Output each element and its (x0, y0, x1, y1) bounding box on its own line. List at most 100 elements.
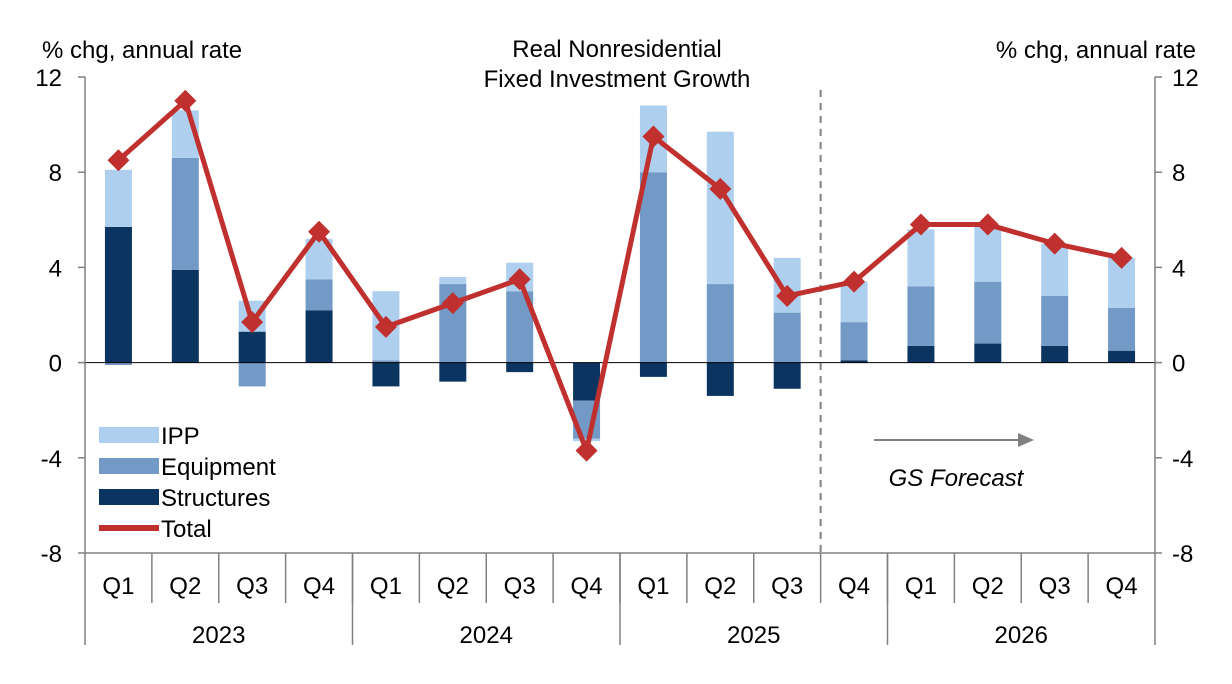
right-tick-label: 0 (1172, 351, 1185, 378)
bar-structures-15 (1108, 350, 1136, 363)
total-line-layer (107, 89, 1133, 462)
axes-layer: -8 -8 -4 -4 0 0 4 4 8 8 12 12 Q1 Q2 Q3 Q4 Q1 Q2 Q3 Q4 Q1 Q2 Q3… (35, 65, 1198, 649)
year-label: 2026 (995, 622, 1048, 649)
forecast-arrow (874, 433, 1034, 447)
category-label: Q1 (102, 573, 134, 600)
chart-title-line-2: Fixed Investment Growth (484, 66, 751, 93)
total-marker-7 (575, 439, 598, 462)
category-label: Q3 (1039, 573, 1071, 600)
category-label: Q2 (704, 573, 736, 600)
bar-structures-8 (639, 362, 667, 377)
bar-structures-10 (773, 362, 801, 389)
category-label: Q3 (236, 573, 268, 600)
legend-swatch-equipment (99, 458, 159, 474)
bar-structures-2 (238, 331, 266, 363)
legend: IPP Equipment Structures Total (99, 423, 276, 543)
total-marker-3 (308, 220, 331, 243)
total-marker-15 (1110, 246, 1133, 269)
year-label: 2023 (192, 622, 245, 649)
total-marker-11 (843, 270, 866, 293)
total-marker-6 (508, 268, 531, 291)
right-axis-label: % chg, annual rate (996, 37, 1196, 64)
legend-label-ipp: IPP (161, 423, 200, 450)
bar-equipment-8 (639, 172, 667, 363)
legend-swatch-total (99, 525, 159, 531)
total-marker-10 (776, 284, 799, 307)
bar-structures-14 (1041, 345, 1069, 363)
forecast-annotation: GS Forecast (889, 465, 1025, 492)
total-marker-5 (441, 292, 464, 315)
bar-equipment-14 (1041, 295, 1069, 346)
right-tick-label: -8 (1172, 541, 1193, 568)
category-label: Q4 (303, 573, 335, 600)
bar-equipment-10 (773, 312, 801, 363)
category-label: Q3 (504, 573, 536, 600)
year-label: 2025 (727, 622, 780, 649)
bar-ipp-0 (104, 169, 132, 227)
left-tick-label: -4 (41, 446, 62, 473)
category-label: Q1 (637, 573, 669, 600)
bar-equipment-1 (171, 157, 199, 270)
total-marker-12 (909, 213, 932, 236)
left-tick-label: -8 (41, 541, 62, 568)
category-label: Q1 (905, 573, 937, 600)
bar-structures-9 (706, 362, 734, 396)
left-tick-label: 4 (49, 255, 62, 282)
left-tick-label: 0 (49, 351, 62, 378)
legend-label-equipment: Equipment (161, 454, 276, 481)
bar-equipment-2 (238, 362, 266, 387)
total-marker-4 (374, 315, 397, 338)
bars-layer (104, 105, 1136, 442)
category-label: Q2 (972, 573, 1004, 600)
bar-equipment-3 (305, 279, 333, 311)
category-label: Q4 (838, 573, 870, 600)
bar-equipment-0 (104, 362, 132, 365)
total-marker-1 (174, 89, 197, 112)
right-tick-label: 4 (1172, 255, 1185, 282)
left-axis-label: % chg, annual rate (42, 37, 242, 64)
total-line (116, 98, 1123, 454)
total-marker-2 (241, 311, 264, 334)
right-tick-label: 8 (1172, 160, 1185, 187)
bar-ipp-13 (974, 226, 1002, 282)
bar-structures-4 (372, 362, 400, 387)
bar-structures-1 (171, 269, 199, 363)
category-label: Q2 (169, 573, 201, 600)
bar-ipp-12 (907, 229, 935, 287)
total-marker-14 (1043, 232, 1066, 255)
left-tick-label: 8 (49, 160, 62, 187)
bar-equipment-11 (840, 322, 868, 361)
category-label: Q3 (771, 573, 803, 600)
left-tick-label: 12 (35, 65, 62, 92)
bar-structures-11 (840, 360, 868, 363)
bar-structures-12 (907, 345, 935, 363)
bar-equipment-13 (974, 281, 1002, 344)
chart-title-line-1: Real Nonresidential (512, 36, 721, 63)
bar-structures-5 (439, 362, 467, 382)
legend-swatch-ipp (99, 427, 159, 443)
bar-ipp-5 (439, 276, 467, 285)
right-tick-label: -4 (1172, 446, 1193, 473)
total-marker-0 (107, 149, 130, 172)
year-label: 2024 (460, 622, 513, 649)
total-marker-13 (976, 213, 999, 236)
bar-structures-6 (506, 362, 534, 373)
right-tick-label: 12 (1172, 65, 1199, 92)
legend-swatch-structures (99, 489, 159, 505)
legend-label-total: Total (161, 516, 212, 543)
bar-structures-13 (974, 343, 1002, 363)
total-marker-8 (642, 125, 665, 148)
legend-label-structures: Structures (161, 485, 270, 512)
bar-structures-7 (573, 362, 601, 401)
bar-equipment-9 (706, 284, 734, 363)
category-label: Q4 (1106, 573, 1138, 600)
total-marker-9 (709, 177, 732, 200)
bar-equipment-12 (907, 286, 935, 346)
bar-structures-3 (305, 310, 333, 363)
category-label: Q1 (370, 573, 402, 600)
category-label: Q4 (571, 573, 603, 600)
category-label: Q2 (437, 573, 469, 600)
bar-structures-0 (104, 226, 132, 363)
bar-equipment-4 (372, 360, 400, 363)
